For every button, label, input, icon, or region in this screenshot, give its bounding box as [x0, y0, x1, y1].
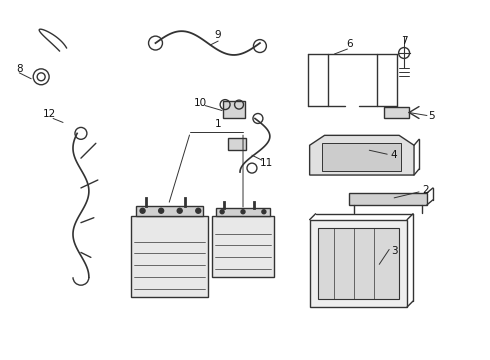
- Text: 8: 8: [16, 64, 23, 74]
- Text: 6: 6: [346, 39, 353, 49]
- Text: 10: 10: [194, 98, 207, 108]
- Bar: [310, 220, 407, 307]
- Circle shape: [177, 208, 182, 213]
- Bar: [228, 138, 246, 150]
- Bar: [321, 143, 401, 171]
- Text: 9: 9: [215, 30, 221, 40]
- Circle shape: [159, 208, 164, 213]
- Text: 4: 4: [391, 150, 397, 160]
- Circle shape: [196, 208, 201, 213]
- Text: 12: 12: [43, 108, 56, 118]
- Circle shape: [262, 210, 266, 214]
- Text: 5: 5: [429, 112, 435, 121]
- Circle shape: [241, 210, 245, 214]
- Text: 2: 2: [423, 185, 429, 195]
- Text: 3: 3: [391, 247, 397, 256]
- Text: 11: 11: [260, 158, 273, 168]
- Polygon shape: [310, 135, 414, 175]
- Text: 7: 7: [401, 36, 407, 46]
- Bar: [212, 216, 274, 277]
- Bar: [223, 100, 245, 118]
- Circle shape: [140, 208, 145, 213]
- Bar: [136, 206, 203, 216]
- Circle shape: [220, 210, 224, 214]
- Bar: [318, 228, 399, 299]
- Bar: [384, 107, 409, 118]
- Bar: [131, 216, 208, 297]
- Bar: [349, 193, 427, 205]
- Bar: [216, 208, 270, 216]
- Text: 1: 1: [215, 120, 221, 130]
